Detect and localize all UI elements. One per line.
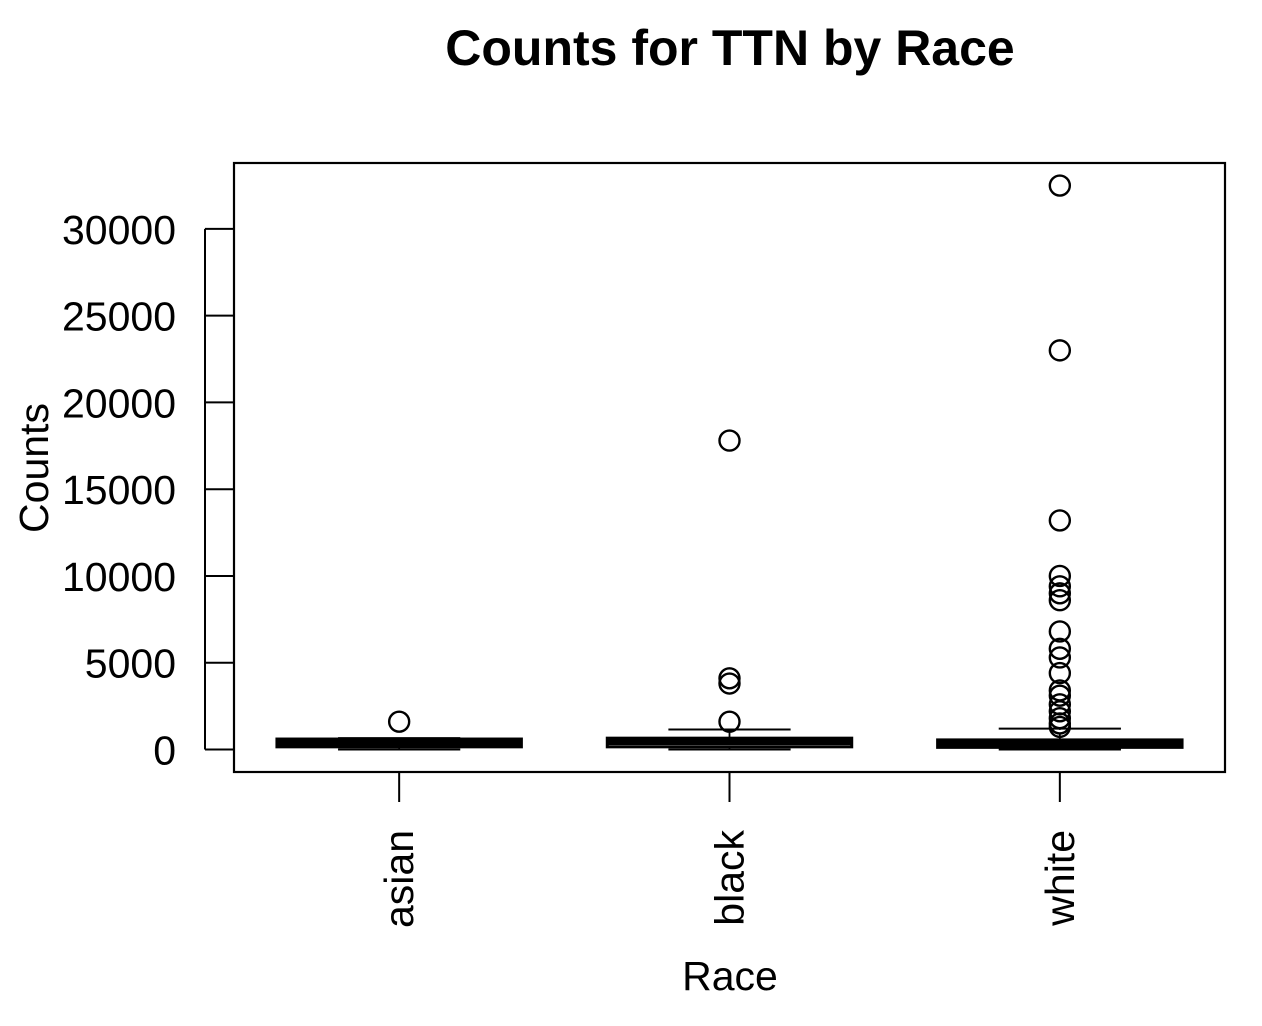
chart-title: Counts for TTN by Race bbox=[445, 20, 1014, 76]
y-tick-label: 0 bbox=[153, 727, 176, 773]
y-tick-label: 30000 bbox=[62, 207, 176, 253]
outlier-point bbox=[1048, 646, 1072, 669]
y-tick-label: 5000 bbox=[85, 641, 176, 687]
y-tick-label: 20000 bbox=[62, 380, 176, 426]
box-asian bbox=[275, 710, 523, 751]
outlier-point bbox=[718, 667, 741, 690]
x-tick-label: white bbox=[1037, 830, 1083, 927]
outlier-point bbox=[1048, 339, 1072, 362]
x-tick-label: black bbox=[707, 830, 753, 926]
outlier-point bbox=[1048, 684, 1072, 707]
boxes bbox=[275, 174, 1184, 751]
outlier-point bbox=[387, 710, 411, 733]
outlier-point bbox=[718, 710, 741, 733]
outlier-point bbox=[1048, 707, 1072, 730]
box-white bbox=[936, 174, 1184, 751]
outlier-point bbox=[1048, 661, 1072, 685]
outlier-point bbox=[1048, 693, 1072, 716]
outlier-point bbox=[1048, 589, 1072, 612]
y-tick-label: 15000 bbox=[62, 467, 176, 513]
box-black bbox=[605, 429, 854, 751]
y-tick-label: 10000 bbox=[62, 554, 176, 600]
x-axis-label: Race bbox=[682, 953, 778, 999]
outlier-point bbox=[1048, 679, 1072, 702]
outlier-point bbox=[1048, 174, 1072, 197]
y-axis: 0 5000 10000 15000 20000 25000 30000 bbox=[62, 207, 234, 773]
outlier-point bbox=[718, 429, 741, 452]
outlier-point bbox=[718, 672, 741, 695]
y-axis-label: Counts bbox=[11, 403, 57, 533]
outlier-point bbox=[1048, 637, 1072, 661]
x-axis: asian black white bbox=[376, 772, 1083, 928]
y-tick-label: 25000 bbox=[62, 294, 176, 340]
outlier-point bbox=[1048, 582, 1072, 605]
x-tick-label: asian bbox=[376, 830, 422, 928]
plot-frame bbox=[232, 161, 1227, 774]
outlier-point bbox=[1048, 575, 1072, 598]
outlier-point bbox=[1048, 509, 1072, 532]
outlier-point bbox=[1048, 564, 1072, 588]
outlier-point bbox=[1048, 620, 1072, 643]
